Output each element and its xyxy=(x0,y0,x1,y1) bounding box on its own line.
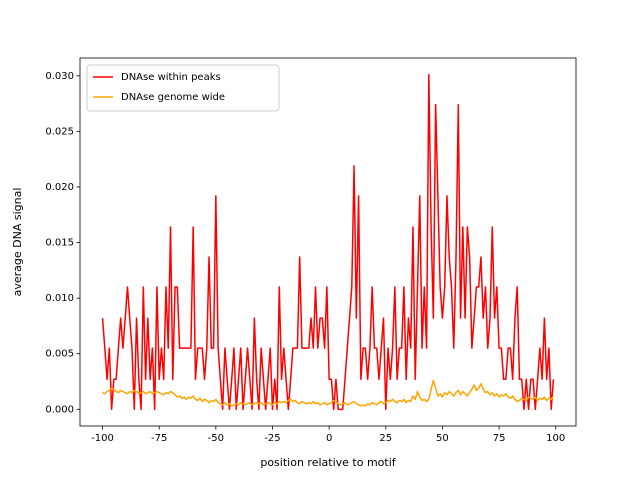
y-tick-label: 0.005 xyxy=(45,349,74,360)
y-tick-label: 0.020 xyxy=(45,182,74,193)
x-tick-label: -50 xyxy=(208,433,224,444)
axes-frame xyxy=(79,57,577,427)
y-tick-label: 0.000 xyxy=(45,404,74,415)
x-tick-label: 50 xyxy=(436,433,449,444)
x-tick-label: 25 xyxy=(379,433,392,444)
y-tick-label: 0.015 xyxy=(45,238,74,249)
x-axis-label: position relative to motif xyxy=(260,456,396,469)
x-tick-label: -25 xyxy=(264,433,280,444)
legend-label: DNAse genome wide xyxy=(121,92,225,103)
x-tick-label: 100 xyxy=(546,433,565,444)
y-tick-label: 0.010 xyxy=(45,293,74,304)
x-tick-label: -75 xyxy=(151,433,167,444)
x-tick-label: -100 xyxy=(91,433,114,444)
legend-box xyxy=(86,64,280,112)
x-tick-label: 75 xyxy=(493,433,506,444)
y-axis-label: average DNA signal xyxy=(11,188,24,297)
x-tick-label: 0 xyxy=(326,433,332,444)
legend-label: DNAse within peaks xyxy=(121,72,221,83)
y-tick-label: 0.030 xyxy=(45,71,74,82)
line xyxy=(102,379,555,407)
line xyxy=(101,73,555,411)
y-tick-label: 0.025 xyxy=(45,126,74,137)
